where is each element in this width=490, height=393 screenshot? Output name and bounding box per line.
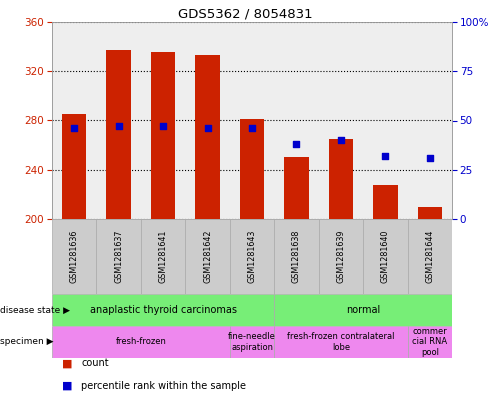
Bar — [274, 294, 452, 326]
Text: anaplastic thyroid carcinomas: anaplastic thyroid carcinomas — [90, 305, 237, 315]
Bar — [230, 219, 274, 294]
Bar — [240, 119, 264, 219]
Point — [115, 123, 122, 130]
Text: percentile rank within the sample: percentile rank within the sample — [81, 381, 246, 391]
Text: ■: ■ — [62, 381, 73, 391]
Point — [337, 137, 345, 143]
Bar — [106, 50, 131, 219]
Text: fresh-frozen: fresh-frozen — [116, 338, 166, 347]
Text: commer
cial RNA
pool: commer cial RNA pool — [412, 327, 447, 357]
Bar — [52, 294, 274, 326]
Text: ■: ■ — [62, 358, 73, 368]
Text: fine-needle
aspiration: fine-needle aspiration — [228, 332, 276, 352]
Bar — [318, 219, 363, 294]
Text: GSM1281639: GSM1281639 — [337, 230, 345, 283]
Bar — [97, 219, 141, 294]
Point — [293, 141, 300, 147]
Text: specimen ▶: specimen ▶ — [0, 338, 54, 347]
Point — [70, 125, 78, 132]
Bar — [151, 51, 175, 219]
Bar — [52, 326, 230, 358]
Text: GSM1281638: GSM1281638 — [292, 230, 301, 283]
Bar — [284, 158, 309, 219]
Bar — [62, 114, 86, 219]
Bar — [196, 55, 220, 219]
Bar — [408, 219, 452, 294]
Bar — [185, 219, 230, 294]
Point — [248, 125, 256, 132]
Bar — [274, 219, 318, 294]
Bar — [274, 326, 408, 358]
Bar — [52, 219, 97, 294]
Text: GSM1281641: GSM1281641 — [159, 230, 168, 283]
Text: fresh-frozen contralateral
lobe: fresh-frozen contralateral lobe — [287, 332, 394, 352]
Bar — [408, 326, 452, 358]
Bar — [329, 139, 353, 219]
Bar — [141, 219, 185, 294]
Text: GSM1281644: GSM1281644 — [425, 230, 434, 283]
Text: GDS5362 / 8054831: GDS5362 / 8054831 — [178, 8, 312, 21]
Text: count: count — [81, 358, 109, 368]
Text: GSM1281642: GSM1281642 — [203, 230, 212, 283]
Bar — [373, 185, 397, 219]
Bar — [363, 219, 408, 294]
Text: GSM1281640: GSM1281640 — [381, 230, 390, 283]
Text: GSM1281637: GSM1281637 — [114, 230, 123, 283]
Text: disease state ▶: disease state ▶ — [0, 305, 71, 314]
Bar — [230, 326, 274, 358]
Point — [159, 123, 167, 130]
Text: GSM1281643: GSM1281643 — [247, 230, 256, 283]
Text: GSM1281636: GSM1281636 — [70, 230, 79, 283]
Text: normal: normal — [346, 305, 380, 315]
Point — [381, 153, 389, 159]
Point — [204, 125, 212, 132]
Point — [426, 155, 434, 161]
Bar — [417, 207, 442, 219]
